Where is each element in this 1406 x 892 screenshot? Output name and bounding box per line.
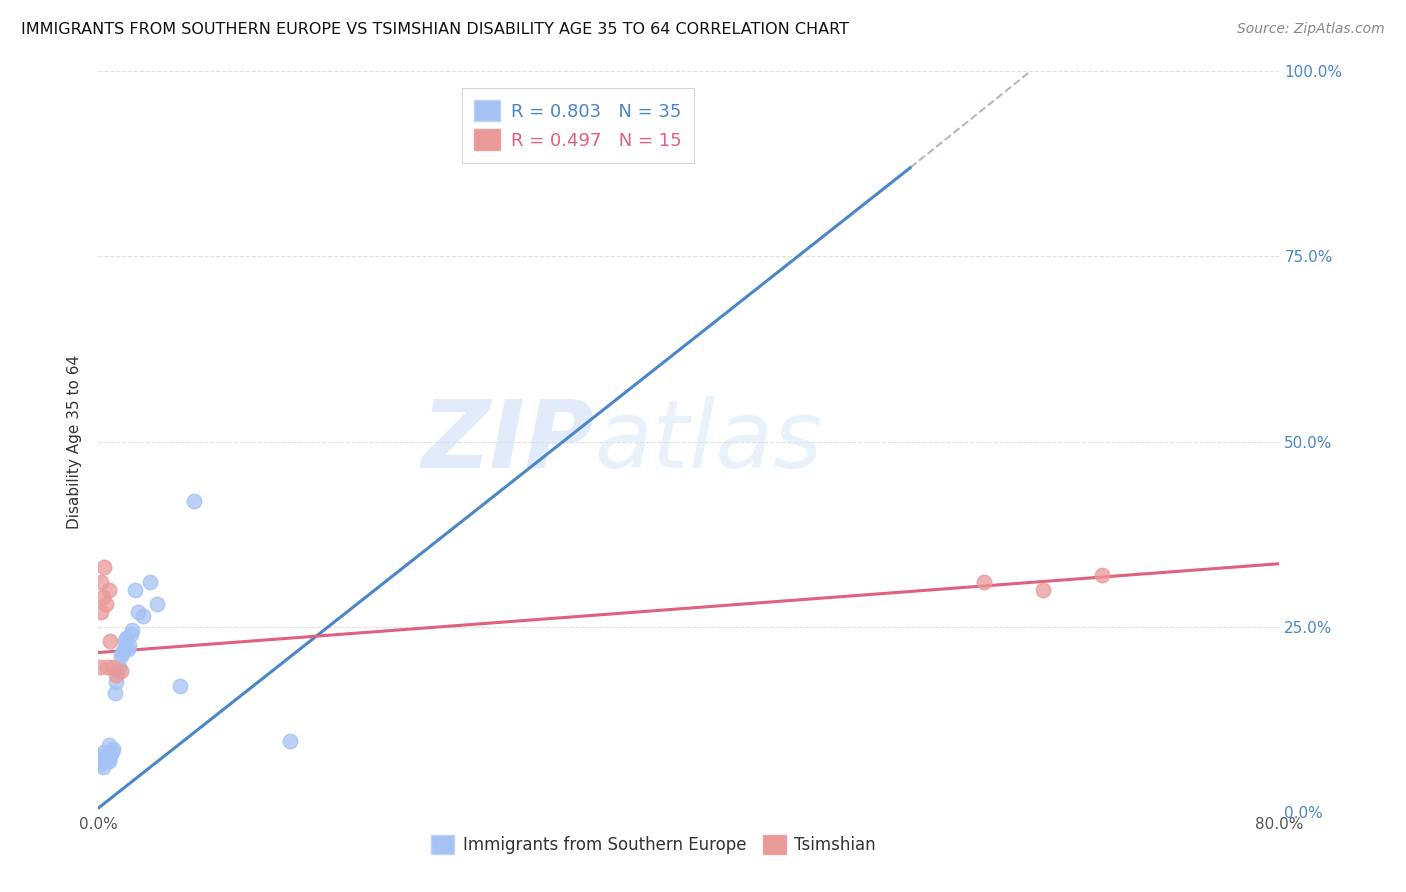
Point — [89, 660, 111, 674]
Point — [110, 649, 132, 664]
Point — [98, 749, 121, 764]
Point — [104, 686, 127, 700]
Point — [115, 631, 138, 645]
Point — [90, 605, 112, 619]
Point — [169, 679, 191, 693]
Point — [94, 749, 117, 764]
Point — [100, 746, 122, 760]
Point — [90, 755, 112, 769]
Point — [97, 738, 120, 752]
Point — [114, 634, 136, 648]
Y-axis label: Disability Age 35 to 64: Disability Age 35 to 64 — [67, 354, 83, 529]
Point — [93, 751, 115, 765]
Point — [91, 590, 114, 604]
Point — [1032, 582, 1054, 597]
Point — [124, 582, 146, 597]
Point — [112, 641, 135, 656]
Point — [90, 575, 112, 590]
Point — [183, 493, 205, 508]
Point — [107, 664, 129, 678]
Text: ZIP: ZIP — [422, 395, 595, 488]
Text: Source: ZipAtlas.com: Source: ZipAtlas.com — [1237, 22, 1385, 37]
Point — [110, 664, 132, 678]
Point — [127, 605, 149, 619]
Point — [93, 560, 115, 574]
Point — [118, 638, 141, 652]
Point — [98, 634, 121, 648]
Point — [97, 582, 120, 597]
Point — [973, 575, 995, 590]
Point — [97, 755, 120, 769]
Point — [132, 608, 155, 623]
Point — [117, 641, 139, 656]
Point — [93, 746, 115, 760]
Point — [103, 660, 125, 674]
Point — [91, 760, 114, 774]
Point — [108, 660, 131, 674]
Point — [111, 646, 134, 660]
Point — [89, 756, 111, 771]
Point — [146, 598, 169, 612]
Point — [94, 598, 117, 612]
Point — [105, 675, 128, 690]
Point — [96, 660, 118, 674]
Point — [280, 734, 302, 748]
Point — [121, 624, 143, 638]
Text: IMMIGRANTS FROM SOUTHERN EUROPE VS TSIMSHIAN DISABILITY AGE 35 TO 64 CORRELATION: IMMIGRANTS FROM SOUTHERN EUROPE VS TSIMS… — [21, 22, 849, 37]
Point — [120, 627, 142, 641]
Point — [139, 575, 162, 590]
Text: atlas: atlas — [595, 396, 823, 487]
Point — [1091, 567, 1114, 582]
Point — [105, 667, 128, 681]
Legend: Immigrants from Southern Europe, Tsimshian: Immigrants from Southern Europe, Tsimshi… — [423, 827, 884, 863]
Point — [103, 741, 125, 756]
Point — [94, 753, 117, 767]
Point — [91, 749, 114, 764]
Point — [96, 753, 118, 767]
